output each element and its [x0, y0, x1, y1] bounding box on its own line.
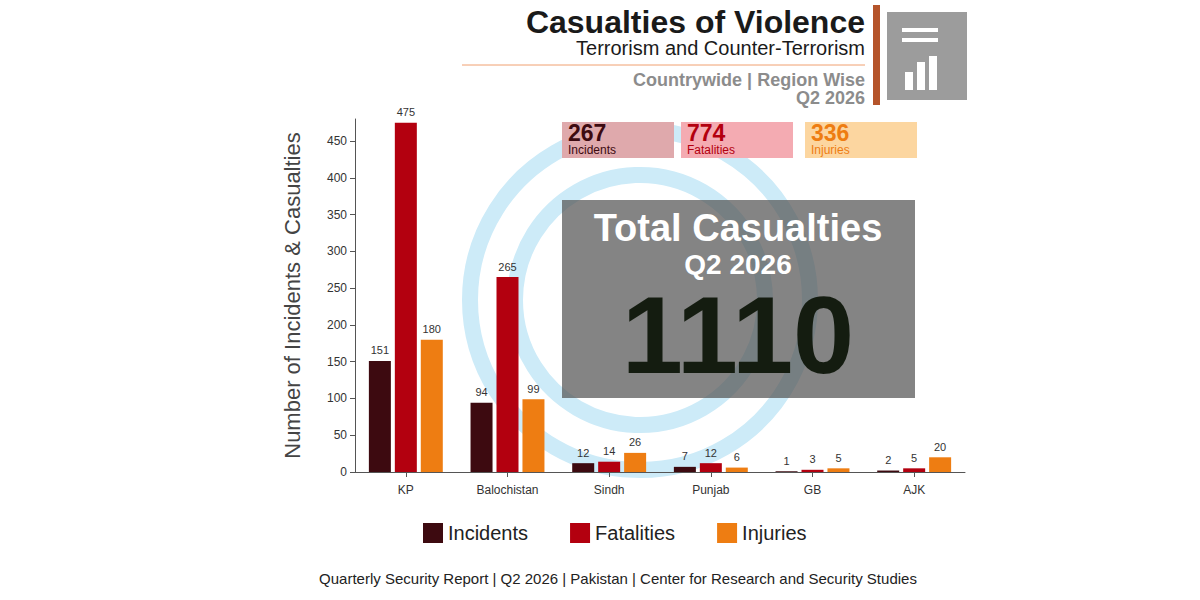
- svg-text:Injuries: Injuries: [811, 143, 850, 157]
- svg-text:Q2 2026: Q2 2026: [684, 248, 792, 280]
- svg-text:12: 12: [705, 447, 717, 459]
- svg-text:100: 100: [327, 391, 347, 405]
- svg-text:Sindh: Sindh: [594, 483, 625, 497]
- svg-text:774: 774: [687, 120, 726, 146]
- svg-text:KP: KP: [398, 483, 414, 497]
- svg-text:5: 5: [835, 452, 841, 464]
- svg-text:Fatalities: Fatalities: [595, 522, 675, 544]
- svg-text:Casualties of Violence: Casualties of Violence: [526, 4, 865, 40]
- svg-text:250: 250: [327, 281, 347, 295]
- svg-text:Fatalities: Fatalities: [687, 143, 735, 157]
- svg-text:265: 265: [498, 261, 516, 273]
- svg-text:Countrywide | Region Wise: Countrywide | Region Wise: [633, 70, 865, 90]
- svg-text:450: 450: [327, 134, 347, 148]
- svg-text:400: 400: [327, 171, 347, 185]
- svg-text:94: 94: [475, 386, 487, 398]
- svg-text:151: 151: [371, 344, 389, 356]
- svg-text:Number of Incidents & Casualti: Number of Incidents & Casualties: [280, 132, 305, 459]
- svg-text:3: 3: [809, 453, 815, 465]
- svg-text:Incidents: Incidents: [448, 522, 528, 544]
- svg-text:Incidents: Incidents: [568, 143, 616, 157]
- svg-text:6: 6: [734, 451, 740, 463]
- svg-text:Punjab: Punjab: [692, 483, 730, 497]
- svg-text:99: 99: [527, 383, 539, 395]
- svg-text:Terrorism and Counter-Terroris: Terrorism and Counter-Terrorism: [576, 37, 865, 59]
- svg-text:300: 300: [327, 244, 347, 258]
- svg-text:336: 336: [811, 120, 849, 146]
- svg-text:20: 20: [934, 441, 946, 453]
- svg-text:7: 7: [682, 450, 688, 462]
- svg-text:AJK: AJK: [903, 483, 925, 497]
- svg-text:14: 14: [603, 445, 615, 457]
- svg-text:Injuries: Injuries: [742, 522, 806, 544]
- svg-text:0: 0: [340, 465, 347, 479]
- svg-text:150: 150: [327, 355, 347, 369]
- svg-text:Quarterly Security Report | Q2: Quarterly Security Report | Q2 2026 | Pa…: [319, 570, 917, 587]
- svg-text:Q2 2026: Q2 2026: [796, 88, 865, 108]
- svg-text:Total Casualties: Total Casualties: [594, 207, 883, 249]
- svg-text:1110: 1110: [622, 273, 855, 396]
- svg-text:200: 200: [327, 318, 347, 332]
- svg-text:180: 180: [423, 323, 441, 335]
- svg-text:2: 2: [885, 454, 891, 466]
- svg-text:12: 12: [577, 447, 589, 459]
- svg-text:5: 5: [911, 452, 917, 464]
- svg-text:Balochistan: Balochistan: [476, 483, 538, 497]
- svg-text:50: 50: [334, 428, 348, 442]
- svg-text:475: 475: [397, 106, 415, 118]
- svg-text:GB: GB: [804, 483, 821, 497]
- svg-text:1: 1: [783, 455, 789, 467]
- svg-text:267: 267: [568, 120, 606, 146]
- svg-text:26: 26: [629, 436, 641, 448]
- svg-text:350: 350: [327, 208, 347, 222]
